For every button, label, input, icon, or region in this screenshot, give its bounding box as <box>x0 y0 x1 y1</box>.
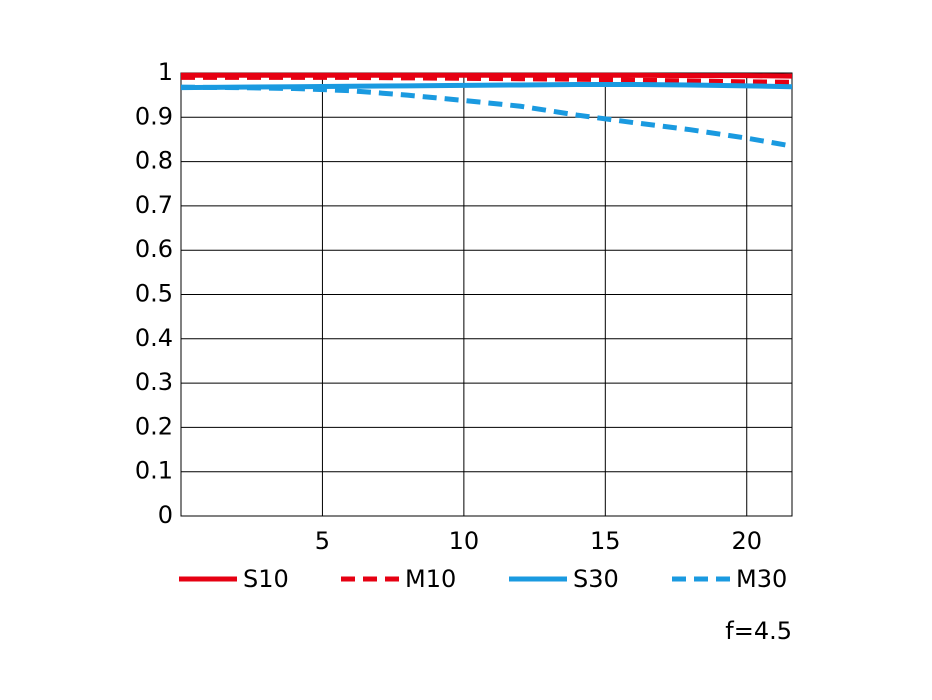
y-tick-label: 1 <box>158 58 173 86</box>
y-tick-label: 0.4 <box>135 324 173 352</box>
y-tick-label: 0.1 <box>135 457 173 485</box>
y-tick-label: 0.7 <box>135 191 173 219</box>
legend-label: M30 <box>736 565 787 593</box>
x-tick-label: 20 <box>731 527 762 555</box>
y-tick-label: 0.9 <box>135 102 173 130</box>
y-tick-label: 0 <box>158 501 173 529</box>
series-line <box>181 72 793 79</box>
x-tick-label: 15 <box>590 527 621 555</box>
x-tick-label: 10 <box>449 527 480 555</box>
legend-label: M10 <box>405 565 456 593</box>
y-tick-label: 0.6 <box>135 235 173 263</box>
y-tick-label: 0.3 <box>135 368 173 396</box>
legend-label: S10 <box>243 565 289 593</box>
series-line <box>180 84 793 149</box>
annotation: f=4.5 <box>725 617 792 645</box>
legend-label: S30 <box>573 565 619 593</box>
y-tick-label: 0.5 <box>135 280 173 308</box>
series-line <box>181 74 793 85</box>
series-line <box>180 82 793 91</box>
y-tick-label: 0.8 <box>135 147 173 175</box>
y-tick-label: 0.2 <box>135 412 173 440</box>
x-tick-label: 5 <box>315 527 330 555</box>
